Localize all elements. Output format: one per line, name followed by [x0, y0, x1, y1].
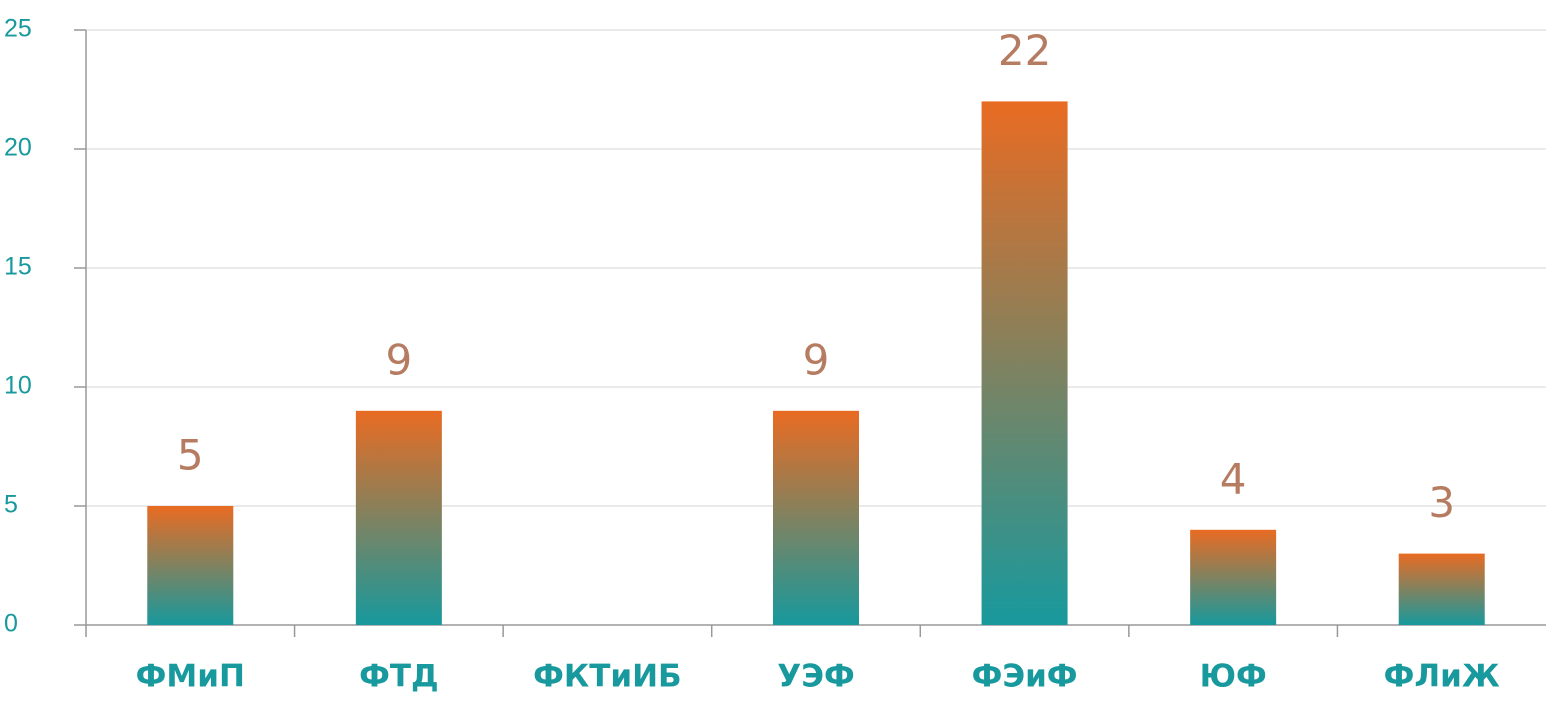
bar	[147, 506, 234, 625]
data-label: 3	[1428, 478, 1455, 527]
x-tick-label: ФЛиЖ	[1384, 659, 1500, 695]
data-label: 4	[1220, 454, 1247, 503]
x-tick-label: ФМиП	[136, 659, 245, 695]
bar	[773, 410, 859, 625]
x-tick-label: ФЭиФ	[972, 659, 1078, 695]
y-tick-label: 25	[4, 15, 32, 43]
y-tick-label: 5	[4, 491, 18, 519]
y-tick-label: 0	[4, 610, 18, 638]
x-tick-label: ФТД	[359, 659, 439, 695]
y-tick-label: 20	[4, 134, 32, 162]
x-tick-label: УЭФ	[777, 659, 854, 695]
data-label: 22	[998, 26, 1051, 75]
bar	[355, 410, 442, 625]
y-tick-label: 15	[4, 253, 32, 281]
x-tick-label: ФКТиИБ	[533, 659, 682, 695]
bar	[1398, 553, 1485, 625]
data-label: 9	[803, 335, 830, 384]
y-tick-label: 10	[4, 372, 32, 400]
data-label: 5	[177, 431, 204, 480]
bar	[1190, 529, 1277, 625]
data-label: 9	[385, 335, 412, 384]
x-tick-label: ЮФ	[1200, 659, 1267, 695]
bar	[981, 101, 1068, 625]
